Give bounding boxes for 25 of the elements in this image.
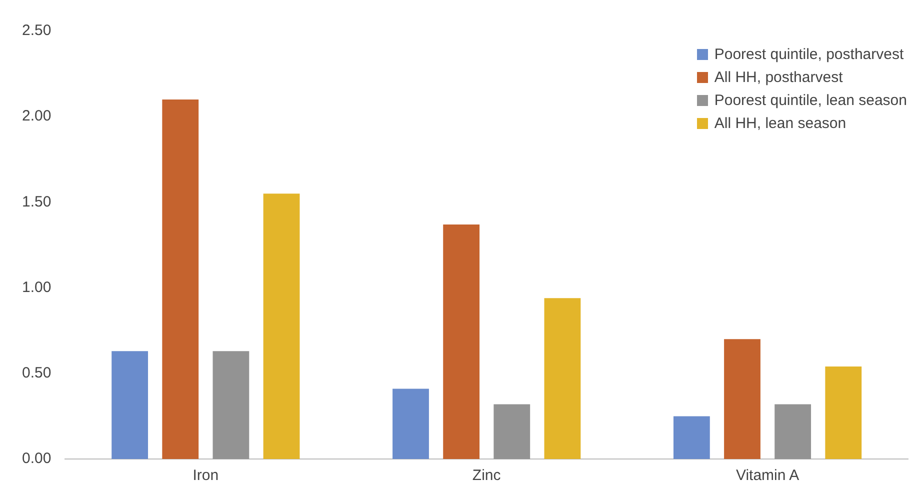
bar: [162, 99, 199, 459]
y-tick-label: 1.00: [22, 278, 52, 296]
bar: [825, 366, 862, 459]
bar: [673, 416, 710, 459]
bar: [112, 351, 148, 459]
bar: [212, 351, 250, 459]
y-tick-label: 2.00: [22, 108, 52, 125]
x-tick-label: Vitamin A: [736, 467, 800, 484]
bar: [443, 224, 480, 459]
legend-label: All HH, lean season: [714, 115, 846, 132]
bar: [774, 404, 812, 459]
legend-label: Poorest quintile, lean season: [714, 92, 907, 109]
bar: [494, 404, 530, 459]
y-tick-label: 0.50: [22, 364, 52, 382]
legend-label: Poorest quintile, postharvest: [714, 46, 904, 63]
y-tick-label: 2.50: [22, 22, 52, 40]
bar: [724, 339, 760, 459]
y-tick-label: 0.00: [22, 450, 52, 468]
legend-label: All HH, postharvest: [714, 69, 843, 86]
bar: [263, 194, 300, 459]
x-tick-label: Zinc: [472, 467, 502, 484]
y-tick-label: 1.50: [22, 193, 52, 210]
bar: [544, 298, 581, 459]
x-tick-label: Iron: [192, 467, 219, 484]
bar: [392, 388, 429, 459]
